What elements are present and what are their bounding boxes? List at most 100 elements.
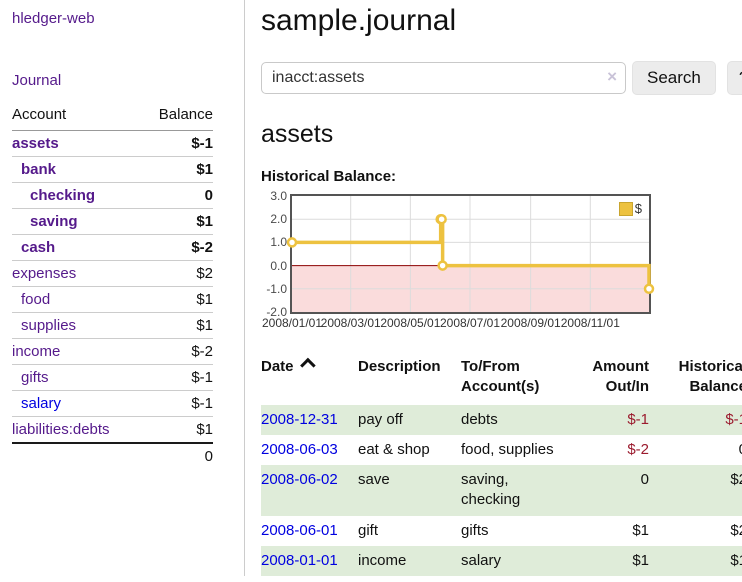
account-row: liabilities:debts $1 bbox=[12, 416, 213, 443]
register-date-link[interactable]: 2008-01-01 bbox=[261, 551, 338, 569]
register-amount-cell: $-1 bbox=[627, 410, 649, 428]
account-link[interactable]: cash bbox=[21, 239, 56, 256]
register-date-link[interactable]: 2008-06-02 bbox=[261, 471, 338, 488]
clear-search-icon[interactable]: × bbox=[607, 67, 617, 86]
register-header-cell[interactable]: Date bbox=[261, 357, 358, 405]
register-row: 2008-12-31 pay off debts $-1 $-1 bbox=[261, 404, 742, 435]
account-balance: $1 bbox=[141, 208, 213, 235]
x-tick-label: 2008/01/01 bbox=[261, 316, 323, 330]
search-button[interactable]: Search bbox=[632, 61, 716, 95]
register-date-link[interactable]: 2008-06-01 bbox=[261, 521, 338, 539]
y-tick-label: 0.0 bbox=[270, 258, 287, 273]
brand-link[interactable]: hledger-web bbox=[12, 10, 95, 27]
x-tick-label: 2008/05/01 bbox=[380, 316, 441, 330]
register-table: Date Description To/From Account(s) Amount … bbox=[261, 357, 742, 576]
register-accounts-cell: salary bbox=[461, 551, 502, 569]
register-balance-cell: 0 bbox=[649, 435, 742, 465]
x-tick-label: 2008/03/01 bbox=[320, 316, 381, 330]
account-heading: assets bbox=[261, 120, 334, 148]
chart-canvas bbox=[286, 196, 655, 312]
account-balance: $1 bbox=[141, 156, 213, 183]
search-box: × bbox=[261, 62, 626, 94]
account-balance: 0 bbox=[141, 182, 213, 209]
account-link[interactable]: food bbox=[21, 291, 51, 308]
register-description-cell: gift bbox=[358, 521, 379, 539]
account-row: bank $1 bbox=[12, 156, 213, 183]
register-balance-cell: $1 bbox=[730, 551, 742, 569]
accounts-total-value: 0 bbox=[141, 442, 213, 469]
register-header-cell: Description bbox=[358, 358, 441, 375]
page-title: sample.journal bbox=[261, 4, 457, 37]
account-balance: $-1 bbox=[191, 135, 213, 152]
legend-swatch-icon bbox=[618, 201, 633, 216]
account-balance: $-1 bbox=[141, 364, 213, 391]
register-description-cell: save bbox=[358, 471, 390, 488]
y-tick-label: 1.0 bbox=[270, 235, 287, 250]
register-body: 2008-12-31 pay off debts $-1 $-1 2008-06… bbox=[261, 404, 742, 576]
register-description-cell: eat & shop bbox=[358, 440, 430, 458]
x-tick-label: 2008/09/01 bbox=[500, 316, 561, 330]
account-link[interactable]: gifts bbox=[21, 369, 49, 386]
register-description-cell: pay off bbox=[358, 410, 403, 428]
help-button[interactable]: ? bbox=[726, 61, 742, 95]
register-amount-cell: $1 bbox=[632, 551, 649, 569]
chart-plot[interactable]: $ bbox=[286, 194, 655, 314]
account-link[interactable]: assets bbox=[12, 135, 59, 152]
account-link[interactable]: income bbox=[12, 343, 61, 360]
account-row: checking 0 bbox=[12, 182, 213, 209]
main-content: sample.journal × Search ? assets Histori… bbox=[245, 0, 742, 576]
legend-label: $ bbox=[634, 201, 642, 216]
account-link[interactable]: bank bbox=[21, 161, 57, 178]
account-row: gifts $-1 bbox=[12, 364, 213, 391]
y-tick-label: 2.0 bbox=[270, 212, 287, 227]
register-header-cell: Historical Balance bbox=[678, 358, 742, 396]
y-tick-label: -1.0 bbox=[266, 281, 287, 296]
register-row: 2008-01-01 income salary $1 $1 bbox=[261, 545, 742, 576]
sidebar: hledger-web Journal Account Balance asse… bbox=[0, 0, 245, 576]
y-tick-label: -2.0 bbox=[266, 305, 287, 319]
account-balance: $-1 bbox=[141, 390, 213, 417]
register-balance-cell: $-1 bbox=[725, 410, 742, 428]
account-row: supplies $1 bbox=[12, 312, 213, 339]
account-link[interactable]: liabilities:debts bbox=[12, 421, 110, 438]
register-amount-cell: 0 bbox=[640, 471, 649, 488]
account-row: expenses $2 bbox=[12, 260, 213, 287]
x-tick-label: 2008/11/01 bbox=[560, 316, 620, 330]
register-header-row: Date Description To/From Account(s) Amount … bbox=[261, 357, 742, 405]
account-link[interactable]: supplies bbox=[21, 317, 77, 334]
register-row: 2008-06-03 eat & shop food, supplies $-2… bbox=[261, 435, 742, 465]
account-row: salary $-1 bbox=[12, 390, 213, 417]
register-date-link[interactable]: 2008-12-31 bbox=[261, 410, 338, 428]
account-balance: $1 bbox=[141, 312, 213, 339]
account-balance: $2 bbox=[141, 260, 213, 287]
register-accounts-cell: food, supplies bbox=[461, 440, 554, 458]
accounts-total-row: 0 bbox=[12, 442, 213, 469]
register-row: 2008-06-01 gift gifts $1 $2 bbox=[261, 516, 742, 546]
x-tick-label: 2008/07/01 bbox=[439, 316, 501, 330]
account-row: income $-2 bbox=[12, 338, 213, 365]
accounts-header-row: Account Balance bbox=[12, 106, 213, 131]
register-description-cell: income bbox=[358, 551, 407, 569]
chart-legend: $ bbox=[618, 201, 642, 216]
account-row: assets $-1 bbox=[12, 131, 213, 157]
account-balance: $1 bbox=[141, 286, 213, 313]
account-column-header: Account bbox=[12, 106, 142, 131]
journal-nav-link[interactable]: Journal bbox=[12, 72, 62, 89]
balance-column-header: Balance bbox=[141, 106, 213, 131]
search-form: × Search ? bbox=[261, 61, 742, 95]
account-link[interactable]: checking bbox=[30, 187, 96, 204]
sort-caret-icon bbox=[299, 357, 316, 374]
register-amount-cell: $1 bbox=[632, 521, 649, 539]
register-balance-cell: $2 bbox=[730, 471, 742, 488]
register-accounts-cell: saving, checking bbox=[461, 471, 521, 509]
account-balance: $-2 bbox=[141, 338, 213, 365]
account-balance: $1 bbox=[141, 416, 213, 443]
search-input[interactable] bbox=[261, 62, 626, 94]
account-link[interactable]: expenses bbox=[12, 265, 77, 282]
account-link[interactable]: salary bbox=[21, 395, 62, 412]
register-accounts-cell: debts bbox=[461, 410, 498, 428]
register-date-link[interactable]: 2008-06-03 bbox=[261, 440, 338, 458]
y-tick-label: 3.0 bbox=[270, 189, 287, 203]
account-link[interactable]: saving bbox=[30, 213, 78, 230]
